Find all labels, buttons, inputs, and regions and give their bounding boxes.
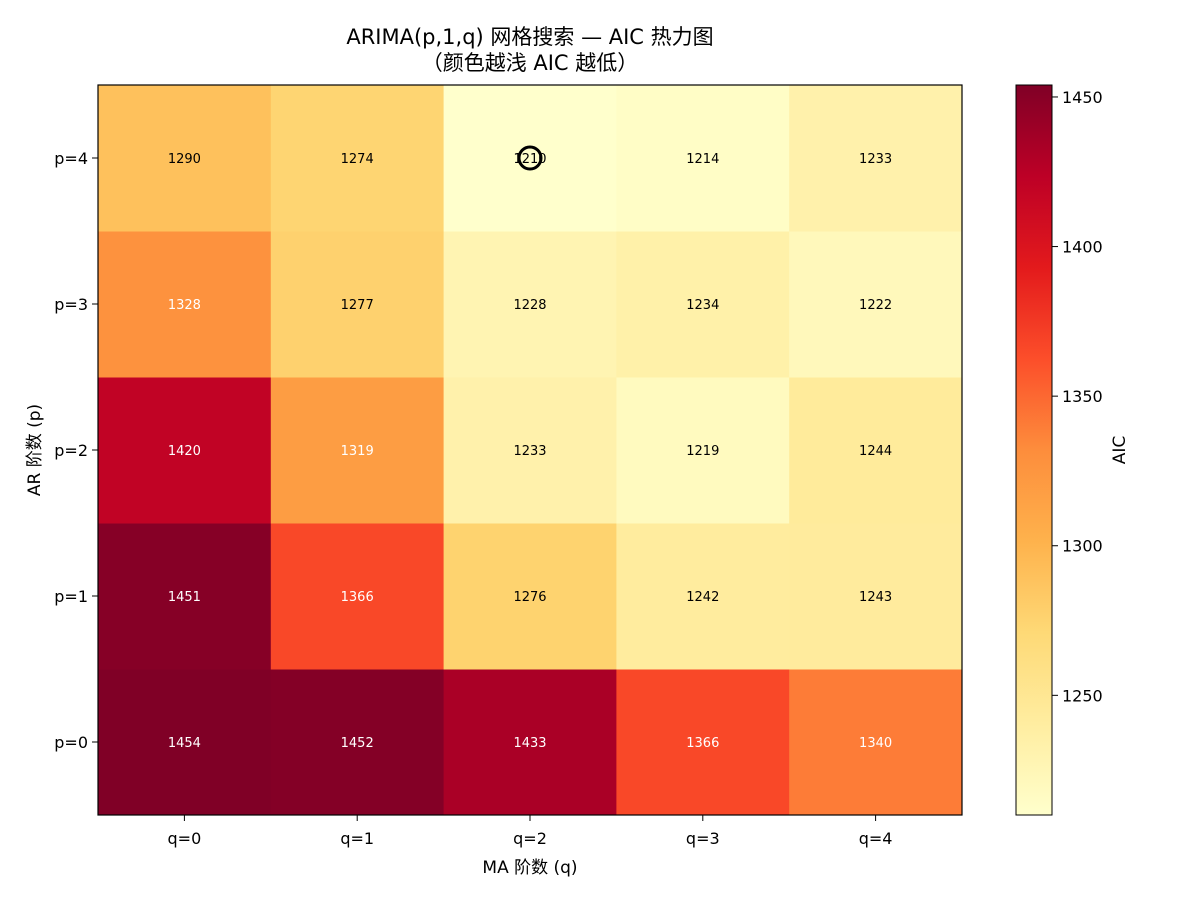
cell-value-p2-q1: 1319	[341, 444, 374, 459]
heatmap-cell-p2-q1	[270, 377, 445, 524]
x-tick-label: q=2	[513, 829, 547, 848]
heatmap-cell-p3-q1	[270, 231, 445, 378]
cell-value-p3-q0: 1328	[168, 298, 201, 313]
y-axis-label: AR 阶数 (p)	[25, 404, 45, 496]
cell-value-p4-q1: 1274	[341, 152, 374, 167]
cell-value-p0-q3: 1366	[686, 736, 719, 751]
heatmap-cell-p0-q0	[98, 669, 272, 816]
colorbar-tick-label: 1250	[1062, 686, 1103, 705]
colorbar-tick-label: 1400	[1062, 238, 1103, 257]
heatmap-cell-p3-q3	[616, 231, 790, 378]
y-tick-label: p=0	[54, 733, 88, 752]
cell-value-p1-q2: 1276	[513, 590, 546, 605]
colorbar-tick-label: 1350	[1062, 387, 1103, 406]
y-tick-label: p=4	[54, 149, 88, 168]
cell-value-p1-q1: 1366	[341, 590, 374, 605]
colorbar: 1250 1300 1350 1400 1450 AIC	[1015, 84, 1130, 816]
heatmap-cell-p0-q1	[270, 669, 445, 816]
heatmap-cell-p4-q0	[98, 85, 272, 232]
heatmap-cell-p1-q3	[616, 523, 790, 670]
heatmap-cell-p3-q0	[98, 231, 272, 378]
cell-value-p3-q3: 1234	[686, 298, 719, 313]
cell-value-p4-q3: 1214	[686, 152, 719, 167]
minimum-aic-marker	[517, 145, 543, 171]
cell-value-p1-q3: 1242	[686, 590, 719, 605]
heatmap-cell-p2-q3	[616, 377, 790, 524]
minimum-marker-layer	[517, 145, 543, 171]
cell-value-p4-q0: 1290	[168, 152, 201, 167]
x-axis-ticks: q=0 q=1 q=2 q=3 q=4	[168, 815, 893, 848]
cell-value-p2-q4: 1244	[859, 444, 892, 459]
heatmap-cells	[98, 85, 963, 816]
heatmap-cell-p1-q1	[270, 523, 445, 670]
cell-value-p2-q3: 1219	[686, 444, 719, 459]
heatmap-cell-p1-q2	[443, 523, 617, 670]
chart-title: ARIMA(p,1,q) 网格搜索 — AIC 热力图	[346, 25, 713, 49]
heatmap-cell-p3-q4	[789, 231, 963, 378]
x-tick-label: q=4	[859, 829, 893, 848]
heatmap-cell-p2-q2	[443, 377, 617, 524]
y-tick-label: p=3	[54, 295, 88, 314]
heatmap-cell-p0-q4	[789, 669, 963, 816]
heatmap-cell-p0-q2	[443, 669, 617, 816]
colorbar-label: AIC	[1110, 436, 1130, 465]
heatmap-cell-p4-q3	[616, 85, 790, 232]
x-axis-label: MA 阶数 (q)	[482, 858, 577, 878]
colorbar-tick-label: 1450	[1062, 88, 1103, 107]
heatmap-cell-p4-q1	[270, 85, 445, 232]
colorbar-scale	[1015, 84, 1053, 816]
cell-value-p0-q2: 1433	[513, 736, 546, 751]
x-tick-label: q=3	[686, 829, 720, 848]
heatmap-cell-p4-q2	[443, 85, 617, 232]
cell-value-p2-q0: 1420	[168, 444, 201, 459]
y-tick-label: p=1	[54, 587, 88, 606]
cell-value-p3-q2: 1228	[513, 298, 546, 313]
chart-subtitle: （颜色越浅 AIC 越低）	[422, 51, 639, 75]
cell-value-p1-q4: 1243	[859, 590, 892, 605]
heatmap-cell-p0-q3	[616, 669, 790, 816]
y-tick-label: p=2	[54, 441, 88, 460]
heatmap-cell-p1-q4	[789, 523, 963, 670]
cell-value-p4-q4: 1233	[859, 152, 892, 167]
heatmap-cell-labels: 1454 1452 1433 1366 1340 1451 1366 1276 1242 1243…	[168, 152, 892, 751]
cell-value-p1-q0: 1451	[168, 590, 201, 605]
x-tick-label: q=0	[168, 829, 202, 848]
y-axis-ticks: p=0 p=1 p=2 p=3 p=4	[54, 149, 98, 752]
cell-value-p3-q1: 1277	[341, 298, 374, 313]
cell-value-p0-q1: 1452	[341, 736, 374, 751]
heatmap-cell-p4-q4	[789, 85, 963, 232]
heatmap-cell-p3-q2	[443, 231, 617, 378]
colorbar-tick-label: 1300	[1062, 537, 1103, 556]
cell-value-p0-q4: 1340	[859, 736, 892, 751]
x-tick-label: q=1	[340, 829, 374, 848]
heatmap-cell-p2-q4	[789, 377, 963, 524]
cell-value-p3-q4: 1222	[859, 298, 892, 313]
cell-value-p2-q2: 1233	[513, 444, 546, 459]
cell-value-p0-q0: 1454	[168, 736, 201, 751]
heatmap-cell-p1-q0	[98, 523, 272, 670]
colorbar-ticks: 1250 1300 1350 1400 1450	[1052, 88, 1103, 705]
heatmap-cell-p2-q0	[98, 377, 272, 524]
